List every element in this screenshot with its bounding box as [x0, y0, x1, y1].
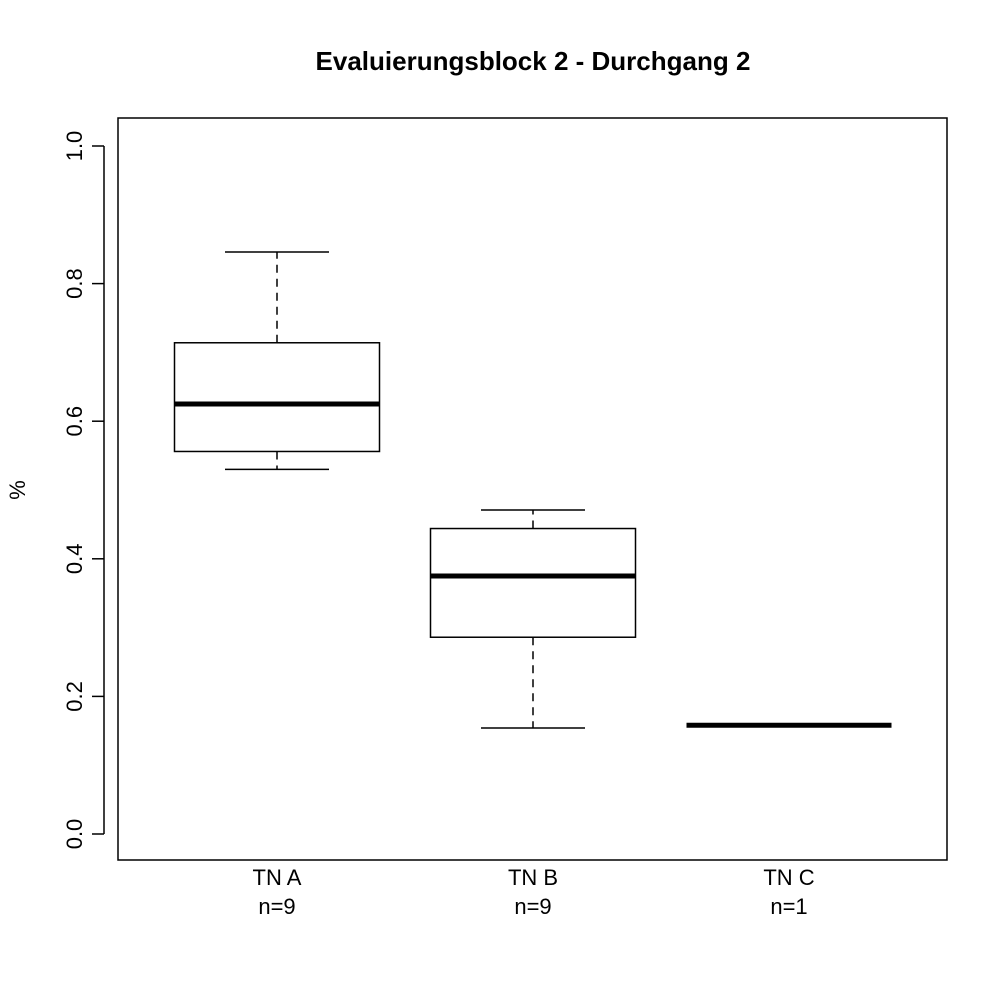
y-axis: 0.0 0.2 0.4 0.6 0.8 1.0 — [62, 131, 105, 850]
y-tick-label: 0.4 — [62, 544, 87, 575]
box-iqr — [173, 342, 381, 453]
y-tick-label: 0.2 — [62, 681, 87, 712]
y-tick-label: 0.8 — [62, 268, 87, 299]
box-2 — [429, 509, 637, 729]
y-tick-label: 0.6 — [62, 406, 87, 437]
y-axis-label: % — [5, 480, 30, 500]
x-axis-labels: TN A n=9 TN B n=9 TN C n=1 — [253, 865, 815, 919]
x-count-label: n=1 — [770, 894, 807, 919]
box-1 — [173, 251, 381, 471]
x-category-label: TN C — [763, 865, 814, 890]
y-tick-label: 1.0 — [62, 131, 87, 162]
box-iqr — [429, 527, 637, 638]
x-category-label: TN B — [508, 865, 558, 890]
x-category-label: TN A — [253, 865, 302, 890]
x-count-label: n=9 — [514, 894, 551, 919]
y-tick-label: 0.0 — [62, 819, 87, 850]
box-group — [173, 251, 892, 729]
x-count-label: n=9 — [258, 894, 295, 919]
chart-title: Evaluierungsblock 2 - Durchgang 2 — [316, 46, 751, 76]
plot-frame — [117, 117, 948, 861]
